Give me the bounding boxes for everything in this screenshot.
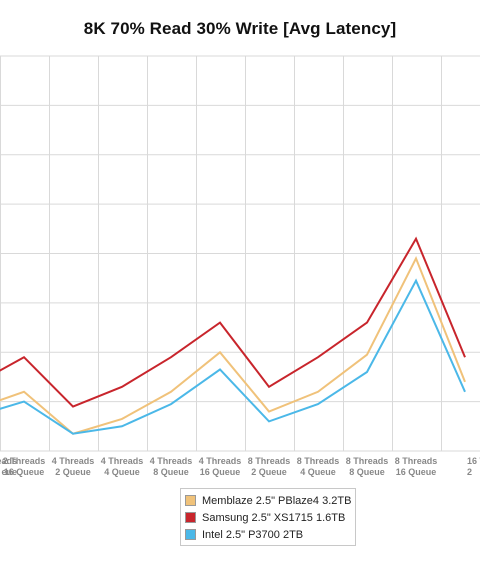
- legend-swatch: [185, 512, 196, 523]
- x-tick-label: readseue: [0, 456, 17, 477]
- x-tick-label: 4 Threads 8 Queue: [150, 456, 193, 477]
- x-tick-label: 8 Threads 2 Queue: [248, 456, 291, 477]
- legend-swatch: [185, 495, 196, 506]
- x-tick-label: 2 Threads 16 Queue: [3, 456, 46, 477]
- x-tick-label: 8 Threads 4 Queue: [297, 456, 340, 477]
- legend-item: Memblaze 2.5" PBlaze4 3.2TB: [185, 492, 355, 509]
- x-tick-label: 4 Threads 4 Queue: [101, 456, 144, 477]
- chart-title: 8K 70% Read 30% Write [Avg Latency]: [83, 19, 397, 38]
- legend-label: Intel 2.5" P3700 2TB: [202, 528, 304, 541]
- legend-item: Intel 2.5" P3700 2TB: [185, 526, 355, 543]
- legend-swatch: [185, 529, 196, 540]
- x-tick-label: 8 Threads 16 Queue: [395, 456, 438, 477]
- x-tick-label: 8 Threads 8 Queue: [346, 456, 389, 477]
- x-tick-label: 4 Threads 16 Queue: [199, 456, 242, 477]
- series-line-2: [0, 278, 466, 435]
- series-line-0: [0, 255, 466, 435]
- x-tick-label: 16 T2: [467, 456, 480, 477]
- legend-item: Samsung 2.5" XS1715 1.6TB: [185, 509, 355, 526]
- legend-label: Samsung 2.5" XS1715 1.6TB: [202, 511, 346, 524]
- series-lines: [0, 236, 466, 435]
- legend-label: Memblaze 2.5" PBlaze4 3.2TB: [202, 494, 352, 507]
- grid: [0, 55, 480, 452]
- series-line-1: [0, 236, 466, 408]
- legend: Memblaze 2.5" PBlaze4 3.2TB Samsung 2.5" …: [180, 488, 356, 546]
- x-tick-label: 4 Threads 2 Queue: [52, 456, 95, 477]
